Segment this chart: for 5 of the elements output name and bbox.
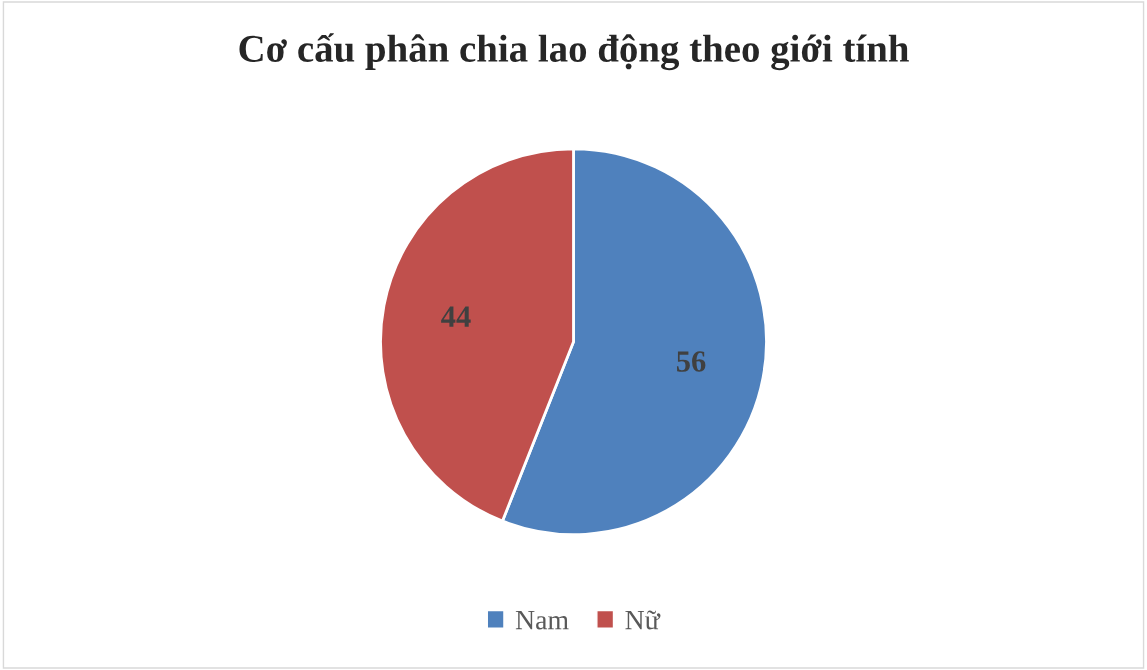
data-label: 56	[676, 351, 706, 372]
data-label: 44	[441, 306, 471, 327]
legend-label: Nam	[515, 610, 569, 630]
legend-label: Nữ	[625, 610, 661, 630]
chart-title: Cơ cấu phân chia lao động theo giới tính	[239, 33, 909, 71]
